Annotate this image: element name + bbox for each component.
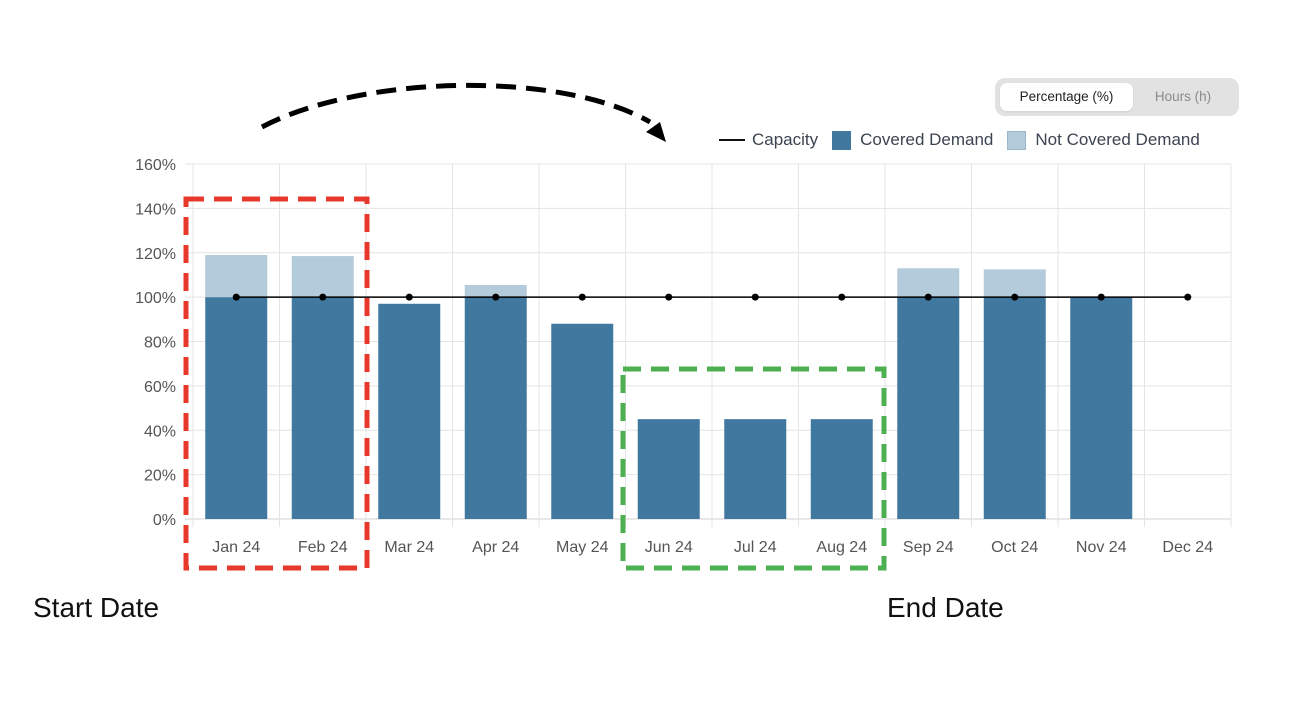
- x-tick-label: Jan 24: [212, 539, 260, 556]
- covered-demand-bar: [810, 419, 873, 519]
- arrow-head-icon: [646, 122, 666, 142]
- capacity-line-layer: [232, 293, 1192, 301]
- legend-item-capacity[interactable]: Capacity: [719, 130, 818, 150]
- not-covered-demand-bar: [291, 256, 354, 298]
- x-tick-label: Feb 24: [298, 539, 348, 556]
- not-covered-demand-bar: [897, 268, 960, 298]
- legend-swatch-not-covered-demand: [1007, 130, 1027, 150]
- legend-label-covered-demand: Covered Demand: [860, 130, 994, 149]
- end-date-highlight-box: [620, 366, 887, 571]
- capacity-point: [232, 293, 240, 301]
- capacity-point: [405, 293, 413, 301]
- capacity-point: [838, 293, 846, 301]
- x-tick-label: Dec 24: [1162, 539, 1213, 556]
- legend-item-not-covered-demand[interactable]: Not Covered Demand: [1007, 130, 1200, 150]
- y-tick-label: 140%: [135, 201, 176, 218]
- y-tick-label: 60%: [144, 379, 176, 396]
- unit-toggle: Percentage (%) Hours (h): [995, 78, 1239, 116]
- x-tick-label: Aug 24: [816, 539, 867, 556]
- capacity-point: [578, 293, 586, 301]
- start-date-highlight-box: [183, 196, 370, 571]
- x-tick-label: Apr 24: [472, 539, 519, 556]
- axis-layer: 0% 20% 40% 60% 80% 100% 120% 140% 160% Jan 24 Feb …: [135, 157, 1213, 556]
- capacity-point: [751, 293, 759, 301]
- chart-legend: Capacity Covered Demand Not Covered Dema…: [719, 128, 1200, 152]
- end-date-label: End Date: [887, 592, 1004, 623]
- y-tick-label: 40%: [144, 423, 176, 440]
- percentage-toggle-button[interactable]: Percentage (%): [1000, 83, 1133, 111]
- not-covered-demand-bar: [983, 269, 1046, 298]
- capacity-point: [924, 293, 932, 301]
- x-tick-label: Nov 24: [1076, 539, 1127, 556]
- x-tick-label: Oct 24: [991, 539, 1038, 556]
- x-tick-label: May 24: [556, 539, 609, 556]
- x-tick-label: Sep 24: [903, 539, 954, 556]
- annotation-layer: [183, 82, 887, 571]
- covered-demand-bar: [464, 297, 527, 519]
- legend-label-capacity: Capacity: [752, 130, 819, 149]
- legend-line-capacity: [719, 139, 745, 141]
- y-tick-label: 120%: [135, 246, 176, 263]
- covered-demand-bar: [291, 297, 354, 519]
- covered-demand-bar: [1070, 297, 1133, 519]
- covered-demand-bar: [897, 297, 960, 519]
- x-tick-label: Jun 24: [645, 539, 693, 556]
- y-tick-label: 160%: [135, 157, 176, 174]
- legend-label-not-covered-demand: Not Covered Demand: [1035, 130, 1200, 149]
- not-covered-demand-bar: [205, 254, 268, 298]
- covered-demand-bar: [378, 303, 441, 519]
- covered-demand-bar: [551, 323, 614, 519]
- covered-demand-bar: [724, 419, 787, 519]
- hours-toggle-button[interactable]: Hours (h): [1154, 89, 1212, 104]
- covered-demand-bar: [637, 419, 700, 519]
- y-tick-label: 80%: [144, 335, 176, 352]
- covered-demand-bar: [983, 297, 1046, 519]
- not-covered-demand-bar: [464, 284, 527, 298]
- y-tick-label: 20%: [144, 468, 176, 485]
- start-date-label: Start Date: [33, 592, 160, 623]
- capacity-point: [319, 293, 327, 301]
- y-tick-label: 100%: [135, 290, 176, 307]
- x-tick-label: Jul 24: [734, 539, 777, 556]
- y-tick-label: 0%: [153, 512, 176, 529]
- curved-arrow-icon: [260, 82, 652, 130]
- capacity-point: [1184, 293, 1192, 301]
- bars-layer: [205, 254, 1133, 519]
- capacity-point: [492, 293, 500, 301]
- covered-demand-bar: [205, 297, 268, 519]
- capacity-point: [665, 293, 673, 301]
- x-tick-label: Mar 24: [384, 539, 434, 556]
- legend-item-covered-demand[interactable]: Covered Demand: [832, 130, 993, 150]
- capacity-point: [1011, 293, 1019, 301]
- legend-swatch-covered-demand: [832, 130, 852, 150]
- capacity-point: [1097, 293, 1105, 301]
